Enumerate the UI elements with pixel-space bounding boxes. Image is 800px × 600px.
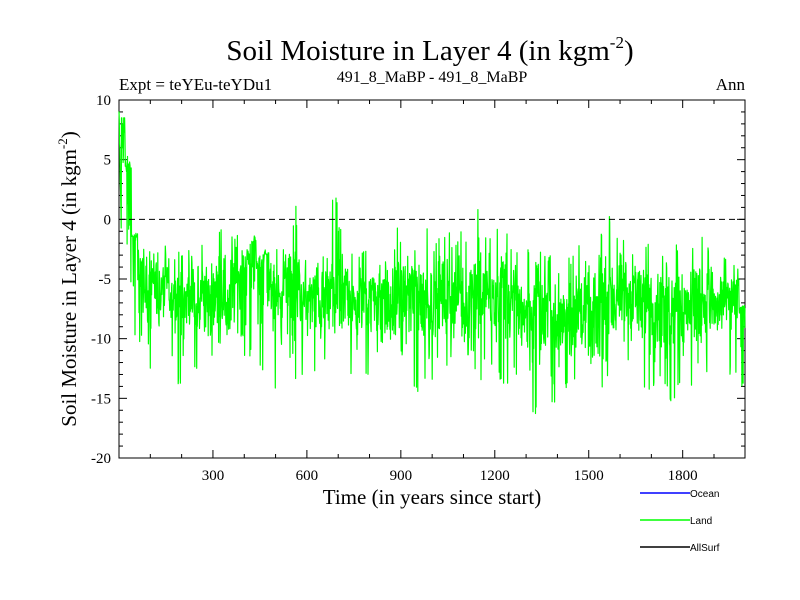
series-line-land — [118, 111, 746, 415]
experiment-label: Expt = teYEu-teYDu1 — [119, 75, 272, 94]
plot-area — [118, 111, 746, 415]
x-tick-label: 1200 — [480, 468, 510, 484]
legend-label-ocean: Ocean — [690, 489, 719, 500]
y-tick-label: 5 — [104, 153, 112, 169]
y-tick-label: -5 — [99, 272, 112, 288]
x-tick-label: 300 — [202, 468, 225, 484]
chart-title: Soil Moisture in Layer 4 (in kgm-2) — [226, 33, 633, 67]
x-tick-label: 1800 — [668, 468, 698, 484]
x-tick-label: 600 — [296, 468, 319, 484]
y-tick-label: 0 — [104, 212, 112, 228]
y-axis-label: Soil Moisture in Layer 4 (in kgm-2) — [55, 131, 81, 426]
y-tick-label: -15 — [91, 391, 111, 407]
legend-label-allsurf: AllSurf — [690, 543, 720, 554]
period-label: 491_8_MaBP - 491_8_MaBP — [337, 69, 528, 86]
legend-label-land: Land — [690, 516, 712, 527]
x-tick-label: 1500 — [574, 468, 604, 484]
tick-labels: 10 5 0 -5 -10 -15 -20 300 600 900 1200 1500 1800 — [91, 93, 698, 484]
season-label: Ann — [716, 75, 746, 94]
y-tick-label: -20 — [91, 451, 111, 467]
y-tick-label: -10 — [91, 332, 111, 348]
x-axis-label: Time (in years since start) — [323, 485, 542, 509]
legend: Ocean Land AllSurf — [640, 489, 720, 554]
y-tick-label: 10 — [96, 93, 111, 109]
x-tick-label: 900 — [390, 468, 413, 484]
